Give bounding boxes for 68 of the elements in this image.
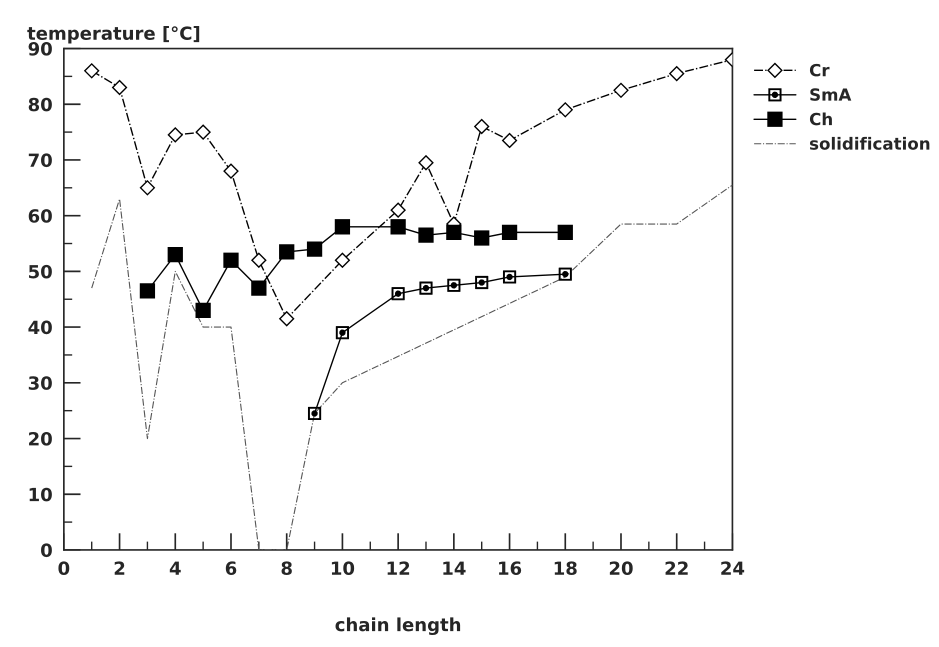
y-tick-label: 10	[30, 488, 52, 502]
point	[140, 283, 156, 299]
x-tick-label: 10	[332, 561, 354, 576]
x-tick-label: 0	[58, 561, 70, 576]
point	[418, 155, 434, 170]
legend-label: Cr	[810, 64, 830, 76]
y-tick-label: 50	[29, 264, 52, 278]
point	[446, 224, 462, 240]
point	[223, 252, 239, 268]
legend-label: Ch	[810, 112, 832, 126]
point	[390, 219, 406, 234]
point	[308, 406, 322, 420]
y-tick-label: 30	[28, 376, 52, 390]
x-tick-label: 16	[499, 561, 522, 576]
point	[558, 268, 572, 281]
x-tick-label: 8	[282, 561, 292, 576]
y-tick-label: 80	[28, 98, 52, 112]
point	[669, 66, 684, 82]
point	[168, 127, 183, 142]
x-tick-label: 22	[666, 561, 688, 575]
point	[418, 228, 434, 243]
point	[334, 219, 350, 234]
point	[474, 230, 490, 246]
x-tick-label: 6	[226, 561, 236, 576]
point	[334, 252, 350, 268]
legend-label: solidification	[810, 136, 930, 150]
point	[140, 180, 155, 196]
point	[502, 224, 518, 240]
y-tick-label: 60	[28, 209, 52, 223]
x-tick-label: 18	[554, 561, 577, 576]
x-tick-label: 14	[443, 562, 466, 575]
point	[279, 311, 294, 326]
x-tick-label: 20	[610, 561, 633, 576]
y-tick-label: 70	[28, 153, 52, 168]
point	[502, 270, 516, 284]
y-axis-title: temperature [°C]	[27, 26, 200, 44]
point	[558, 102, 573, 118]
y-tick-label: 0	[41, 543, 52, 558]
x-tick-label: 24	[721, 561, 744, 575]
point	[196, 124, 211, 140]
point	[306, 241, 322, 257]
point	[336, 326, 350, 340]
point	[474, 118, 490, 134]
legend-label: SmA	[810, 88, 852, 101]
x-tick-label: 2	[114, 561, 124, 575]
point	[84, 63, 100, 78]
point	[475, 276, 488, 290]
point	[613, 82, 629, 98]
point	[558, 224, 573, 240]
x-tick-label: 12	[388, 561, 410, 575]
y-tick-label: 90	[28, 42, 52, 56]
point	[279, 244, 294, 260]
x-tick-label: 4	[170, 562, 181, 575]
point	[419, 281, 433, 295]
x-axis-title: chain length	[336, 617, 460, 636]
point	[168, 247, 183, 262]
point	[223, 164, 239, 179]
y-tick-label: 40	[28, 320, 52, 334]
point	[196, 302, 211, 318]
point	[251, 280, 266, 296]
point	[112, 80, 128, 96]
point	[251, 252, 266, 268]
point	[502, 132, 518, 148]
point	[392, 287, 405, 300]
point	[447, 278, 460, 292]
y-tick-label: 20	[29, 432, 52, 446]
point	[390, 202, 406, 218]
line-series	[91, 184, 732, 550]
